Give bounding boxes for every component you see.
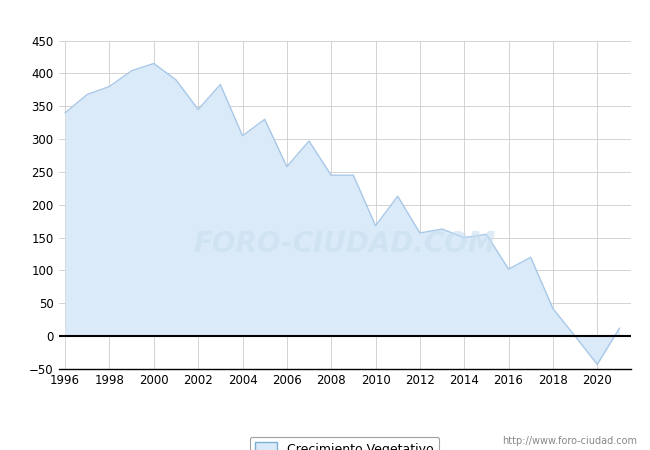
Text: FORO-CIUDAD.COM: FORO-CIUDAD.COM	[193, 230, 496, 258]
Legend: Crecimiento Vegetativo: Crecimiento Vegetativo	[250, 437, 439, 450]
Text: San Fernando de Henares - Crecimiento Natural de la Poblacion: San Fernando de Henares - Crecimiento Na…	[92, 9, 558, 24]
Text: http://www.foro-ciudad.com: http://www.foro-ciudad.com	[502, 436, 637, 446]
